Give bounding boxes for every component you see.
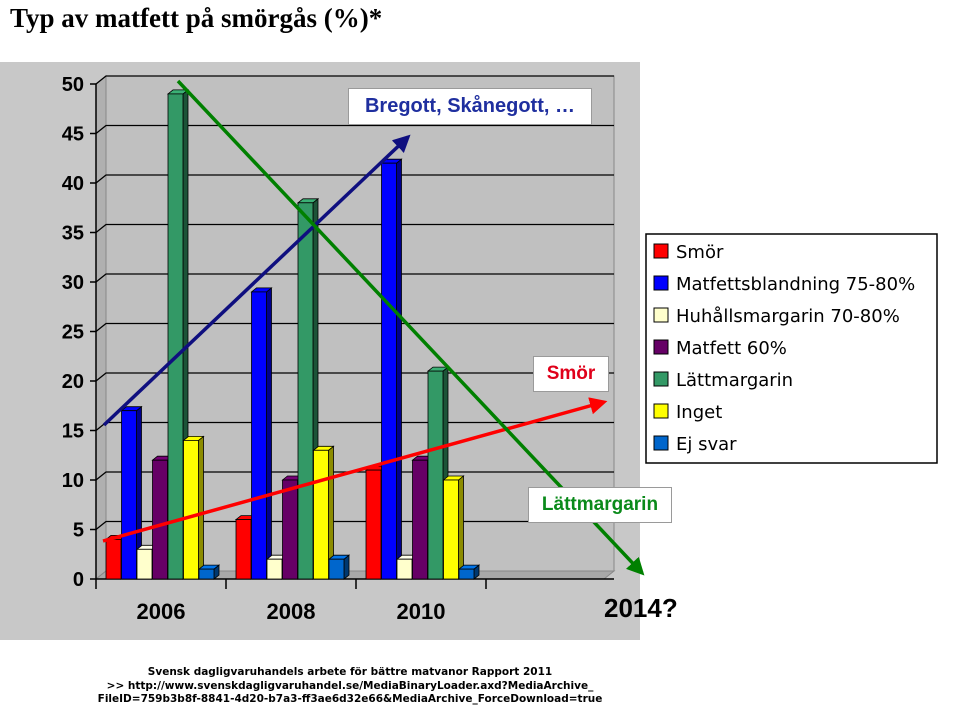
y-tick-label: 35 — [62, 223, 84, 245]
legend-swatch — [653, 243, 669, 259]
bar-front — [427, 370, 444, 580]
bar — [457, 564, 481, 580]
legend-swatch — [653, 275, 669, 291]
annotation-lattmargarin: Lättmargarin — [528, 487, 672, 523]
y-tick-label: 45 — [62, 124, 84, 146]
y-tick-label: 20 — [62, 371, 84, 393]
legend-box — [645, 233, 938, 464]
bar — [442, 475, 465, 580]
gridline — [95, 223, 614, 234]
gridline — [95, 273, 614, 283]
y-tick-label: 40 — [62, 173, 84, 195]
legend-label: Matfettsblandning 75-80% — [676, 274, 915, 295]
y-tick-label: 30 — [62, 272, 84, 294]
annotation-brands: Bregott, Skånegott, … — [348, 88, 592, 125]
x-tick-label: 2006 — [137, 599, 186, 624]
bar-front — [381, 162, 397, 580]
footer-line-2: >> http://www.svenskdagligvaruhandel.se/… — [106, 679, 594, 692]
bar-front — [458, 568, 475, 580]
legend-swatch — [653, 307, 669, 323]
arrow-bregott-trend — [102, 134, 411, 427]
x-tick-label: 2008 — [267, 599, 316, 624]
legend-swatch — [653, 371, 669, 387]
bar-side — [396, 158, 402, 580]
y-tick-label: 10 — [62, 470, 84, 492]
bar-front — [412, 459, 428, 580]
gridline — [95, 322, 614, 333]
source-footer: Svensk dagligvaruhandels arbete för bätt… — [0, 666, 700, 707]
category-label-2014: 2014? — [604, 593, 678, 623]
bar-front — [282, 479, 298, 580]
legend-swatch — [653, 339, 669, 355]
bar-front — [313, 449, 329, 580]
bar-front — [266, 558, 283, 580]
legend-label: Inget — [676, 402, 722, 423]
y-tick-label: 0 — [73, 569, 84, 591]
bar-front — [365, 469, 382, 580]
bar — [327, 554, 351, 580]
footer-line-1: Svensk dagligvaruhandels arbete för bätt… — [147, 666, 553, 678]
legend-label: Lättmargarin — [676, 370, 793, 391]
bar-front — [443, 479, 459, 580]
bar-front — [183, 439, 199, 580]
bar-front — [136, 548, 153, 580]
bars — [104, 89, 481, 580]
bar-front — [105, 539, 122, 580]
legend-label: Huhållsmargarin 70-80% — [676, 306, 900, 327]
legend-label: Ej svar — [676, 434, 737, 455]
chart-title: Typ av matfett på smörgås (%)* — [10, 3, 383, 33]
bar-front — [198, 568, 215, 580]
y-tick-label: 25 — [62, 322, 84, 344]
bar-front — [297, 202, 314, 580]
gridline — [95, 75, 614, 85]
bar-front — [328, 558, 345, 580]
legend-label: Smör — [676, 242, 724, 263]
bar-side — [198, 435, 204, 580]
gridline — [95, 174, 614, 184]
y-tick-label: 5 — [73, 520, 84, 542]
bar-front — [167, 93, 184, 580]
bar-front — [152, 459, 168, 580]
legend-swatch — [653, 403, 669, 419]
bar-front — [235, 519, 252, 580]
bar — [120, 405, 143, 580]
axes: 0 5 10 15 20 25 30 35 40 45 50 2006 2008 2010 — [62, 74, 614, 624]
bar-side — [266, 287, 272, 580]
bar-front — [396, 558, 413, 580]
y-tick-label: 15 — [62, 421, 84, 443]
y-tick-label: 50 — [62, 74, 84, 96]
bar-front — [251, 291, 267, 580]
bar — [250, 287, 273, 580]
annotation-smor: Smör — [533, 356, 609, 392]
legend-swatch — [653, 435, 669, 451]
bar — [182, 435, 205, 580]
footer-line-3: FileID=759b3b8f-8841-4d20-b7a3-ff3ae6d32… — [97, 693, 603, 705]
gridline — [95, 124, 614, 135]
bar — [197, 564, 221, 580]
x-tick-label: 2010 — [397, 599, 446, 624]
arrow-smor-trend — [102, 397, 608, 543]
bar-front — [121, 410, 137, 580]
legend-label: Matfett 60% — [676, 338, 787, 359]
bar-side — [458, 475, 464, 580]
bar — [380, 158, 403, 580]
legend: Smör Matfettsblandning 75-80% Huhållsmarga… — [645, 233, 938, 464]
